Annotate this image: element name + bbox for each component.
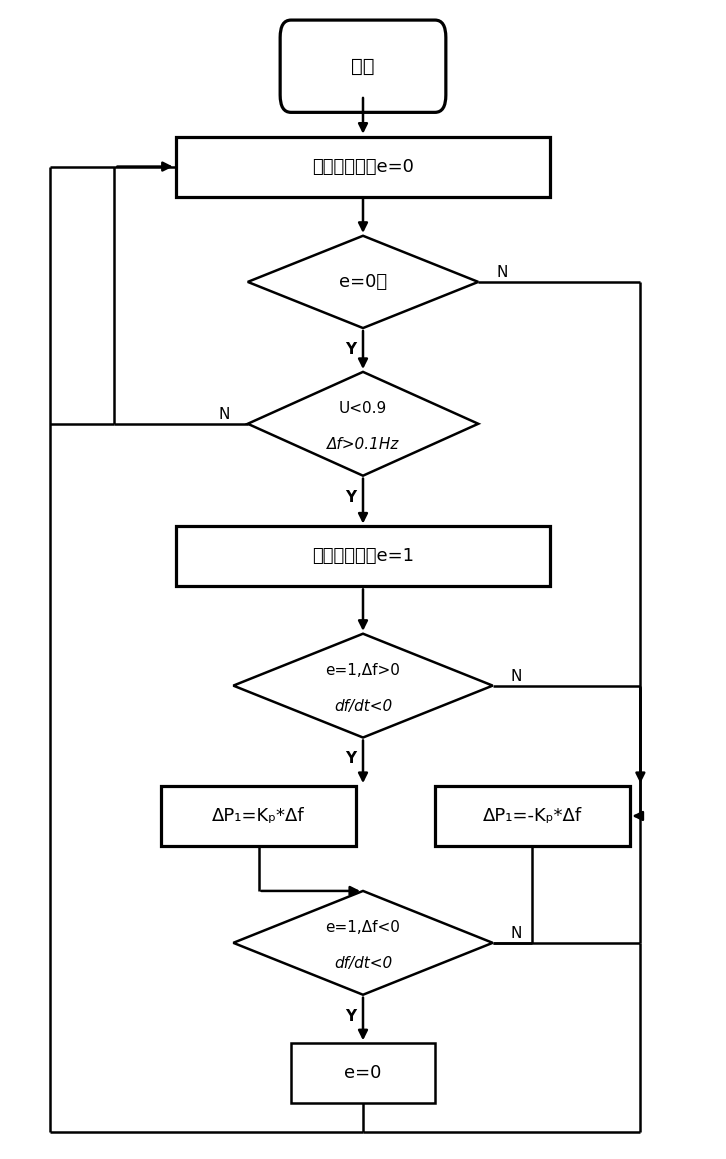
- FancyBboxPatch shape: [280, 20, 446, 112]
- Polygon shape: [233, 891, 493, 994]
- Text: 发生短路故障e=1: 发生短路故障e=1: [312, 547, 414, 566]
- Text: df/dt<0: df/dt<0: [334, 699, 392, 714]
- Text: 系统正常运行e=0: 系统正常运行e=0: [312, 158, 414, 175]
- Text: N: N: [219, 407, 229, 422]
- Polygon shape: [233, 634, 493, 737]
- Text: e=0？: e=0？: [339, 272, 387, 291]
- Text: e=1,Δf>0: e=1,Δf>0: [325, 663, 401, 678]
- FancyBboxPatch shape: [176, 137, 550, 197]
- Text: ΔP₁=Kₚ*Δf: ΔP₁=Kₚ*Δf: [212, 807, 305, 825]
- FancyBboxPatch shape: [435, 786, 629, 846]
- Polygon shape: [248, 235, 478, 328]
- FancyBboxPatch shape: [176, 526, 550, 586]
- Text: Y: Y: [345, 751, 356, 766]
- Text: e=0: e=0: [344, 1064, 382, 1083]
- Text: Y: Y: [345, 489, 356, 504]
- Text: e=1,Δf<0: e=1,Δf<0: [325, 920, 401, 935]
- FancyBboxPatch shape: [291, 1043, 435, 1103]
- Text: Y: Y: [345, 1008, 356, 1023]
- Text: 开始: 开始: [351, 57, 375, 75]
- Text: N: N: [510, 926, 522, 941]
- Text: N: N: [510, 669, 522, 684]
- Text: Y: Y: [345, 342, 356, 357]
- Text: Δf>0.1Hz: Δf>0.1Hz: [327, 437, 399, 452]
- Text: df/dt<0: df/dt<0: [334, 956, 392, 971]
- Text: ΔP₁=-Kₚ*Δf: ΔP₁=-Kₚ*Δf: [483, 807, 582, 825]
- Text: N: N: [497, 265, 507, 280]
- Polygon shape: [248, 372, 478, 475]
- Text: U<0.9: U<0.9: [339, 401, 387, 416]
- FancyBboxPatch shape: [161, 786, 356, 846]
